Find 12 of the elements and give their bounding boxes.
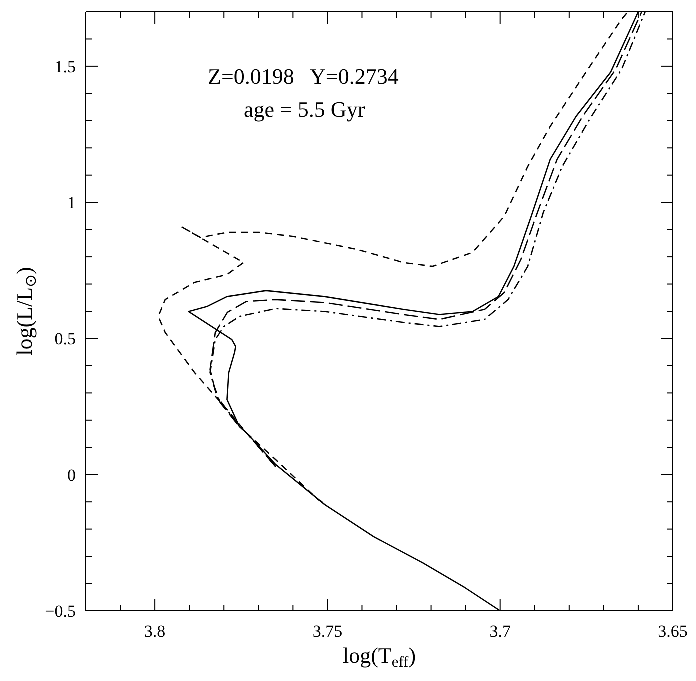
x-tick-label: 3.65 [658,622,688,641]
y-tick-label: 0.5 [54,330,76,349]
y-tick-label: 0 [68,466,76,485]
annotation: age = 5.5 Gyr [244,97,366,123]
y-tick-label: 1.5 [54,57,76,76]
y-tick-label: 1 [68,194,76,213]
y-tick-label: −0.5 [45,602,76,621]
x-tick-label: 3.7 [490,622,512,641]
x-axis-title: log(T$_{eff}$) [342,643,416,671]
x-tick-label: 3.75 [312,622,343,641]
annotation: Z=0.0198 Y=0.2734 [208,64,399,90]
x-tick-label: 3.8 [144,622,166,641]
